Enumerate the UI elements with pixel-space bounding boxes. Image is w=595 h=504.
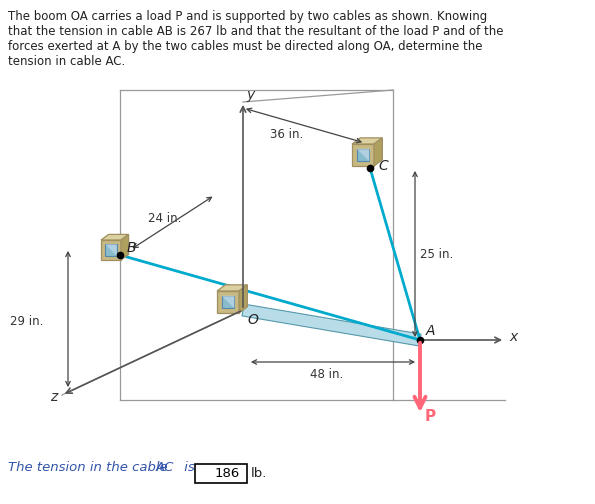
Text: 186: 186 [215,467,240,480]
Text: B: B [127,241,136,255]
Polygon shape [105,244,117,256]
Polygon shape [242,304,421,346]
Text: 29 in.: 29 in. [10,315,43,328]
Text: AC: AC [156,461,174,474]
Text: 24 in.: 24 in. [148,212,181,225]
Polygon shape [374,138,383,166]
Polygon shape [352,138,383,144]
Text: P: P [425,409,436,424]
Polygon shape [101,240,121,260]
Text: The boom OA carries a load P and is supported by two cables as shown. Knowing
th: The boom OA carries a load P and is supp… [8,10,503,68]
FancyBboxPatch shape [195,464,247,483]
Polygon shape [221,296,234,308]
Polygon shape [239,285,248,313]
Text: 48 in.: 48 in. [310,368,343,381]
Polygon shape [352,144,374,166]
Text: y: y [246,88,254,102]
Polygon shape [217,291,239,313]
Polygon shape [217,285,248,291]
Text: 36 in.: 36 in. [270,128,303,141]
Text: A: A [426,324,436,338]
Text: x: x [509,330,517,344]
Text: lb.: lb. [251,467,267,480]
Polygon shape [121,234,129,260]
Text: 25 in.: 25 in. [420,248,453,261]
Text: O: O [247,313,258,327]
Polygon shape [101,234,129,240]
Text: z: z [50,390,57,404]
Text: The tension in the cable: The tension in the cable [8,461,172,474]
Polygon shape [356,149,369,161]
Text: is: is [180,461,195,474]
Text: C: C [378,159,388,173]
Polygon shape [356,149,369,161]
Polygon shape [221,296,234,308]
Polygon shape [105,244,117,256]
